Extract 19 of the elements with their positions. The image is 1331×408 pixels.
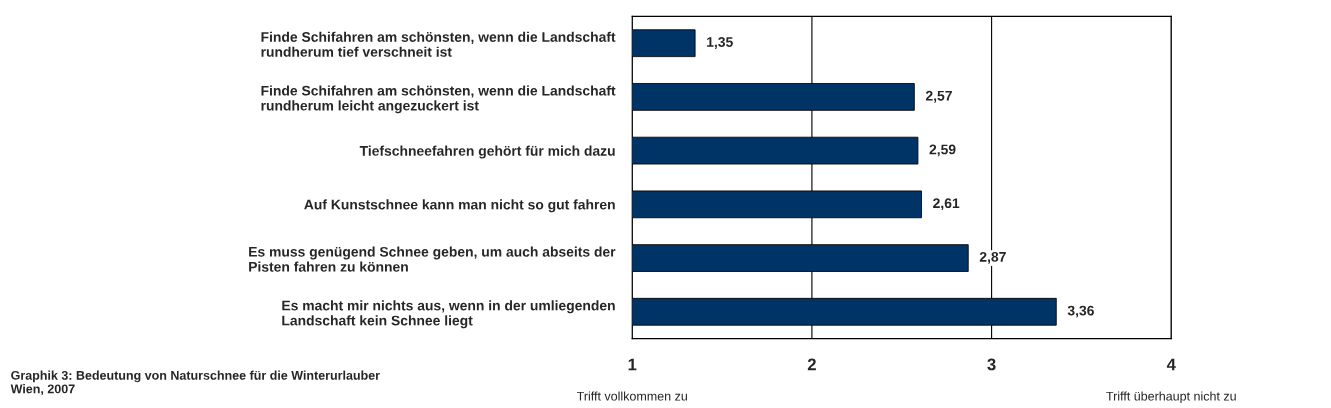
data-label: 2,61 bbox=[933, 198, 960, 211]
data-label: 2,57 bbox=[925, 90, 952, 103]
data-label: 3,36 bbox=[1067, 305, 1094, 318]
y-tick-label: Es muss genügend Schnee geben, um auch abseits der Pisten fahren zu können bbox=[249, 246, 616, 272]
x-tick-label: 2 bbox=[807, 358, 816, 371]
y-tick-label: Finde Schifahren am schönsten, wenn die Landschaft rundherum leicht angezuckert ist bbox=[261, 85, 616, 114]
text: Graphik 3: Bedeutung von Naturschnee für die Winterurlauber Wien, 2007 bbox=[10, 370, 380, 396]
y-tick-label: Finde Schifahren am schönsten, wenn die Landschaft rundherum tief verschneit ist bbox=[261, 31, 616, 57]
x-tick-label: 3 bbox=[987, 358, 996, 371]
y-tick-label: Auf Kunstschnee kann man nicht so gut fahren bbox=[304, 199, 615, 213]
y-tick-label: Es macht mir nichts aus, wenn in der umliegenden Landschaft kein Schnee liegt bbox=[282, 300, 615, 329]
data-label: 2,87 bbox=[979, 251, 1006, 264]
x-tick-label: 1 bbox=[628, 358, 637, 371]
text: Trifft vollkommen zu bbox=[576, 391, 687, 401]
data-label: 2,59 bbox=[929, 144, 956, 157]
text: Trifft überhaupt nicht zu bbox=[1106, 391, 1236, 404]
x-tick-label: 4 bbox=[1166, 358, 1176, 371]
data-label: 1,35 bbox=[707, 37, 733, 49]
y-tick-label: Tiefschneefahren gehört für mich dazu bbox=[359, 145, 615, 159]
